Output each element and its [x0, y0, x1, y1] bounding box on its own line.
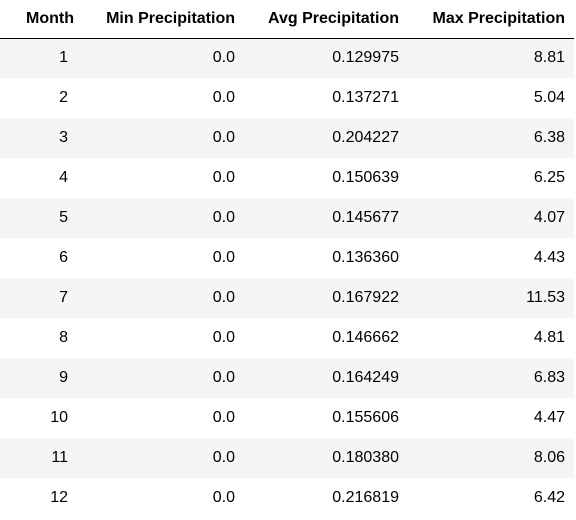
max-precipitation-cell: 5.04 — [408, 78, 574, 118]
month-cell: 6 — [0, 238, 82, 278]
min-precipitation-cell: 0.0 — [82, 318, 244, 358]
table-row: 12 0.0 0.216819 6.42 — [0, 478, 574, 518]
min-precipitation-cell: 0.0 — [82, 78, 244, 118]
table-row: 9 0.0 0.164249 6.83 — [0, 358, 574, 398]
month-cell: 5 — [0, 198, 82, 238]
table-row: 7 0.0 0.167922 11.53 — [0, 278, 574, 318]
max-precipitation-cell: 4.43 — [408, 238, 574, 278]
max-precipitation-cell: 6.38 — [408, 118, 574, 158]
avg-precipitation-cell: 0.150639 — [244, 158, 408, 198]
avg-precipitation-cell: 0.167922 — [244, 278, 408, 318]
table-header: Month Min Precipitation Avg Precipitatio… — [0, 0, 574, 38]
avg-precipitation-cell: 0.216819 — [244, 478, 408, 518]
max-precipitation-cell: 4.81 — [408, 318, 574, 358]
table-row: 1 0.0 0.129975 8.81 — [0, 38, 574, 78]
max-precipitation-cell: 8.81 — [408, 38, 574, 78]
avg-precipitation-cell: 0.146662 — [244, 318, 408, 358]
month-cell: 8 — [0, 318, 82, 358]
max-precipitation-cell: 4.07 — [408, 198, 574, 238]
max-precipitation-cell: 6.83 — [408, 358, 574, 398]
max-precipitation-cell: 6.42 — [408, 478, 574, 518]
column-header-max-precipitation: Max Precipitation — [408, 0, 574, 38]
month-cell: 12 — [0, 478, 82, 518]
min-precipitation-cell: 0.0 — [82, 478, 244, 518]
min-precipitation-cell: 0.0 — [82, 278, 244, 318]
month-cell: 7 — [0, 278, 82, 318]
min-precipitation-cell: 0.0 — [82, 118, 244, 158]
min-precipitation-cell: 0.0 — [82, 158, 244, 198]
avg-precipitation-cell: 0.204227 — [244, 118, 408, 158]
avg-precipitation-cell: 0.129975 — [244, 38, 408, 78]
min-precipitation-cell: 0.0 — [82, 238, 244, 278]
month-cell: 11 — [0, 438, 82, 478]
table-row: 5 0.0 0.145677 4.07 — [0, 198, 574, 238]
month-cell: 3 — [0, 118, 82, 158]
table-row: 6 0.0 0.136360 4.43 — [0, 238, 574, 278]
column-header-min-precipitation: Min Precipitation — [82, 0, 244, 38]
month-cell: 1 — [0, 38, 82, 78]
min-precipitation-cell: 0.0 — [82, 38, 244, 78]
month-cell: 9 — [0, 358, 82, 398]
min-precipitation-cell: 0.0 — [82, 358, 244, 398]
max-precipitation-cell: 11.53 — [408, 278, 574, 318]
table-row: 10 0.0 0.155606 4.47 — [0, 398, 574, 438]
table-row: 4 0.0 0.150639 6.25 — [0, 158, 574, 198]
avg-precipitation-cell: 0.180380 — [244, 438, 408, 478]
avg-precipitation-cell: 0.155606 — [244, 398, 408, 438]
table-body: 1 0.0 0.129975 8.81 2 0.0 0.137271 5.04 3 0.0 0.20… — [0, 38, 574, 518]
table-row: 8 0.0 0.146662 4.81 — [0, 318, 574, 358]
max-precipitation-cell: 6.25 — [408, 158, 574, 198]
min-precipitation-cell: 0.0 — [82, 438, 244, 478]
min-precipitation-cell: 0.0 — [82, 398, 244, 438]
header-row: Month Min Precipitation Avg Precipitatio… — [0, 0, 574, 38]
min-precipitation-cell: 0.0 — [82, 198, 244, 238]
avg-precipitation-cell: 0.164249 — [244, 358, 408, 398]
max-precipitation-cell: 4.47 — [408, 398, 574, 438]
table-row: 11 0.0 0.180380 8.06 — [0, 438, 574, 478]
avg-precipitation-cell: 0.145677 — [244, 198, 408, 238]
month-cell: 10 — [0, 398, 82, 438]
column-header-month: Month — [0, 0, 82, 38]
month-cell: 2 — [0, 78, 82, 118]
month-cell: 4 — [0, 158, 82, 198]
column-header-avg-precipitation: Avg Precipitation — [244, 0, 408, 38]
table-row: 3 0.0 0.204227 6.38 — [0, 118, 574, 158]
table-row: 2 0.0 0.137271 5.04 — [0, 78, 574, 118]
max-precipitation-cell: 8.06 — [408, 438, 574, 478]
avg-precipitation-cell: 0.137271 — [244, 78, 408, 118]
avg-precipitation-cell: 0.136360 — [244, 238, 408, 278]
